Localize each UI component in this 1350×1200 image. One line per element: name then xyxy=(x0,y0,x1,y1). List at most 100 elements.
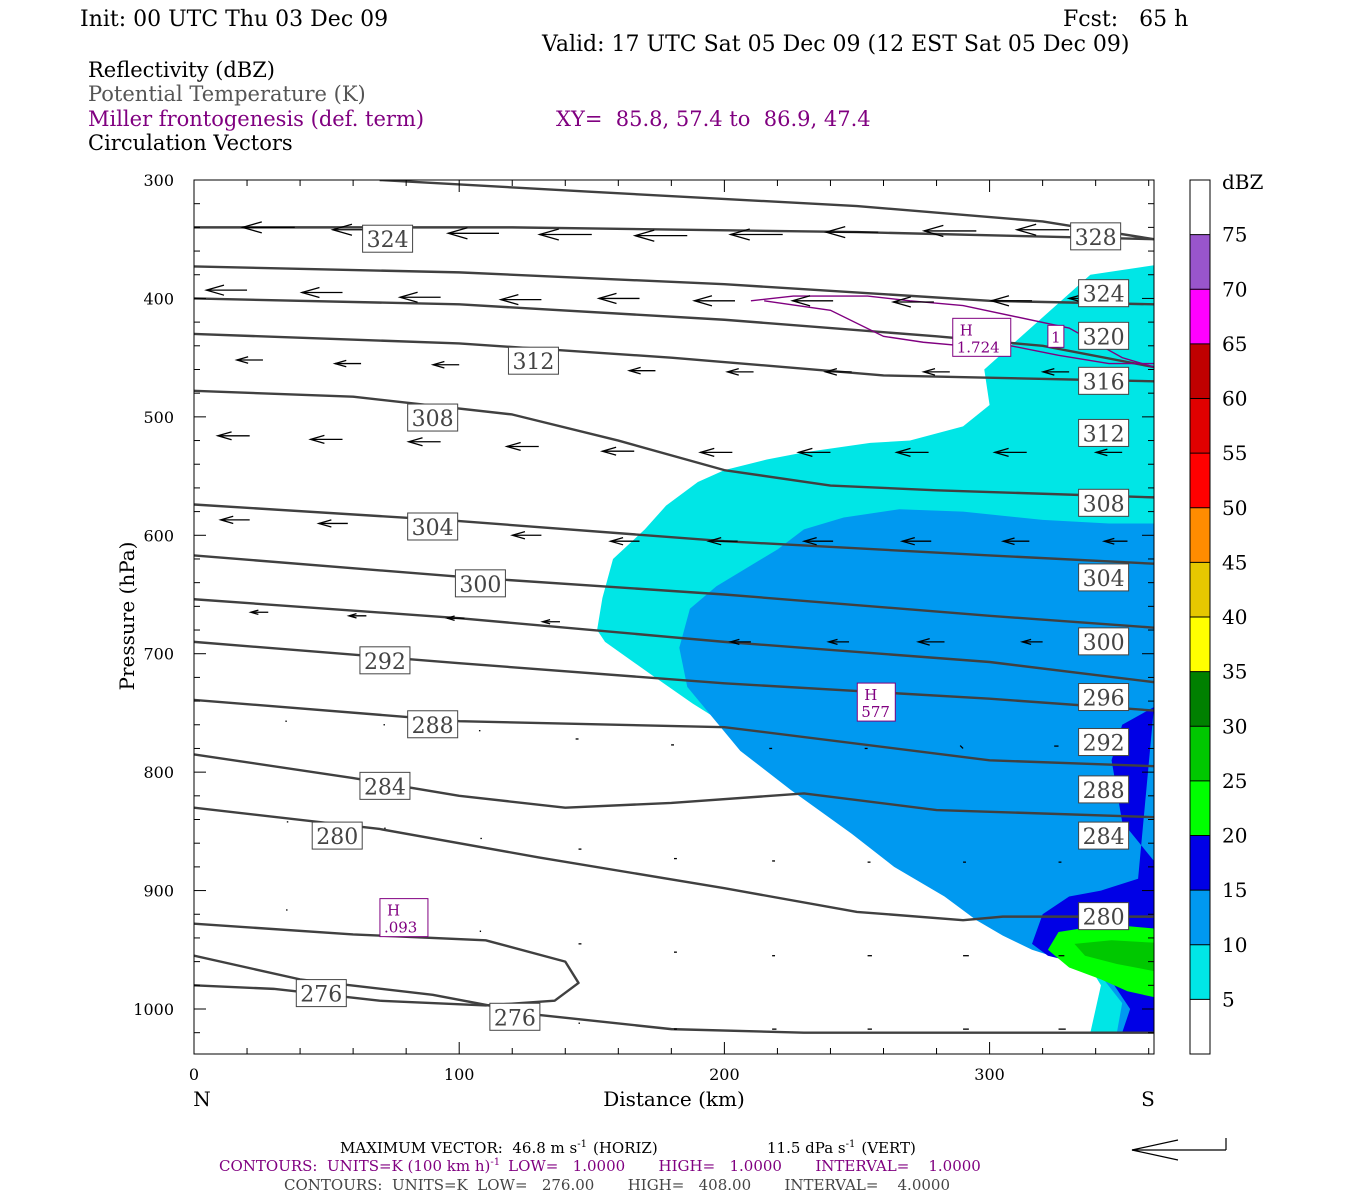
circulation-vector xyxy=(346,613,367,619)
colorbar-level-label: 65 xyxy=(1222,332,1247,356)
y-tick-label: 500 xyxy=(143,408,174,427)
circulation-vector xyxy=(728,228,783,241)
theta-contour xyxy=(194,332,1154,383)
colorbar-level-label: 35 xyxy=(1222,660,1247,684)
theta-label-text: 292 xyxy=(1083,732,1125,757)
colorbar-level-label: 10 xyxy=(1222,933,1247,957)
extremum-high-marker: H xyxy=(960,321,973,339)
circulation-vector xyxy=(248,609,269,616)
frontogenesis-contour-value: 1 xyxy=(1051,328,1061,346)
theta-label: 320 xyxy=(1078,321,1130,350)
theta-label-text: 300 xyxy=(459,573,501,598)
theta-label-text: 328 xyxy=(1075,226,1117,251)
circulation-vector xyxy=(899,536,932,546)
axes: 300 400 500 600 700 800 900 1000 0 100 200 300 xyxy=(133,171,1154,1084)
colorbar-level-label: 15 xyxy=(1222,878,1247,902)
init-time: Init: 00 UTC Thu 03 Dec 09 xyxy=(80,7,388,32)
theta-contour xyxy=(194,265,1154,306)
circulation-vector xyxy=(959,745,964,749)
theta-contour xyxy=(194,554,1154,629)
theta-label: 284 xyxy=(1078,821,1130,850)
circulation-vector xyxy=(430,360,460,369)
theta-label: 316 xyxy=(1078,366,1130,395)
x-tick-label: 0 xyxy=(189,1065,199,1084)
circulation-vector xyxy=(632,229,688,242)
theta-label-text: 312 xyxy=(512,350,554,375)
circulation-vector xyxy=(826,638,850,646)
theta-label-text: 304 xyxy=(1083,567,1125,592)
circulation-vector xyxy=(823,225,879,239)
theta-label: 312 xyxy=(1078,418,1130,447)
extremum-high-marker: H xyxy=(864,686,877,704)
circulation-vector xyxy=(308,434,343,444)
max-vector-vert-unit: (VERT) xyxy=(861,1139,916,1157)
field-reflectivity: Reflectivity (dBZ) xyxy=(88,58,275,82)
circulation-vector xyxy=(1101,537,1128,545)
fronto-contour-info: CONTOURS: UNITS=K (100 km h) xyxy=(219,1157,490,1175)
colorbar-level-label: 50 xyxy=(1222,496,1247,520)
footer: MAXIMUM VECTOR: 46.8 m s-1 (HORIZ) 11.5 d… xyxy=(219,1138,1227,1194)
circulation-vector xyxy=(1014,223,1070,236)
theta-label-text: 300 xyxy=(1083,631,1125,656)
theta-label-text: 316 xyxy=(1083,370,1125,395)
y-tick-label: 800 xyxy=(143,763,174,782)
theta-label-text: 324 xyxy=(1083,283,1125,308)
theta-label: 308 xyxy=(407,403,459,432)
field-theta: Potential Temperature (K) xyxy=(88,82,366,106)
circulation-vector xyxy=(510,531,542,540)
colorbar-swatch xyxy=(1190,289,1210,344)
colorbar-swatch xyxy=(1190,398,1210,454)
theta-label: 300 xyxy=(454,569,506,598)
circulation-vector xyxy=(916,637,945,646)
theta-contour xyxy=(194,226,1154,241)
x-tick-label: 300 xyxy=(974,1065,1005,1084)
circulation-vector xyxy=(801,536,834,546)
y-tick-label: 400 xyxy=(143,289,174,308)
theta-label: 288 xyxy=(1078,775,1130,804)
extremum-value: 577 xyxy=(861,703,890,721)
svg-text:CONTOURS: UNITS=K (100 km h)-: CONTOURS: UNITS=K (100 km h)-1 LOW= 1.000… xyxy=(219,1157,981,1175)
colorbar-swatch xyxy=(1190,507,1210,563)
svg-text:MAXIMUM VECTOR: 46.8 m s-1(HO: MAXIMUM VECTOR: 46.8 m s-1 (HORIZ) xyxy=(340,1139,658,1157)
theta-label-text: 284 xyxy=(1083,825,1125,850)
circulation-vector xyxy=(1000,537,1030,546)
theta-label-text: 292 xyxy=(364,650,406,675)
circulation-vector xyxy=(332,359,362,368)
x-left-endpoint: N xyxy=(193,1087,211,1111)
circulation-vector xyxy=(445,227,499,240)
theta-contour xyxy=(194,297,1154,369)
theta-label: 296 xyxy=(1078,683,1130,712)
colorbar-swatch xyxy=(1190,726,1210,781)
field-frontogenesis: Miller frontogenesis (def. term) xyxy=(88,107,424,131)
theta-label: 324 xyxy=(1078,279,1130,308)
colorbar-swatch xyxy=(1190,999,1210,1054)
theta-label-text: 304 xyxy=(412,516,454,541)
circulation-vector xyxy=(796,447,831,457)
colorbar-swatch xyxy=(1190,944,1210,1000)
circulation-vector xyxy=(989,295,1033,307)
theta-label-text: 312 xyxy=(1083,422,1125,447)
colorbar-swatch xyxy=(1190,343,1210,399)
colorbar-level-label: 5 xyxy=(1222,987,1235,1011)
theta-label: 324 xyxy=(362,224,414,253)
theta-label-text: 284 xyxy=(364,775,406,800)
circulation-vector xyxy=(204,284,248,296)
colorbar-level-label: 40 xyxy=(1222,605,1247,629)
theta-label-text: 324 xyxy=(367,228,409,253)
reference-vector-arrow xyxy=(1131,1138,1227,1161)
y-axis-label: Pressure (hPa) xyxy=(115,542,139,691)
plot-frame xyxy=(193,179,1155,1055)
theta-label-text: 280 xyxy=(316,825,358,850)
colorbar-swatch xyxy=(1190,234,1210,290)
theta-contour xyxy=(194,389,1154,499)
circulation-vector xyxy=(1019,638,1043,646)
reflectivity-25-dbz xyxy=(1074,940,1154,972)
theta-label: 312 xyxy=(507,346,559,375)
colorbar-swatch xyxy=(1190,562,1210,617)
theta-label-text: 320 xyxy=(1083,325,1125,350)
extremum-value: .093 xyxy=(384,919,417,937)
theta-contour xyxy=(194,806,1154,922)
cross-section-endpoints: XY= 85.8, 57.4 to 86.9, 47.4 xyxy=(556,107,871,131)
